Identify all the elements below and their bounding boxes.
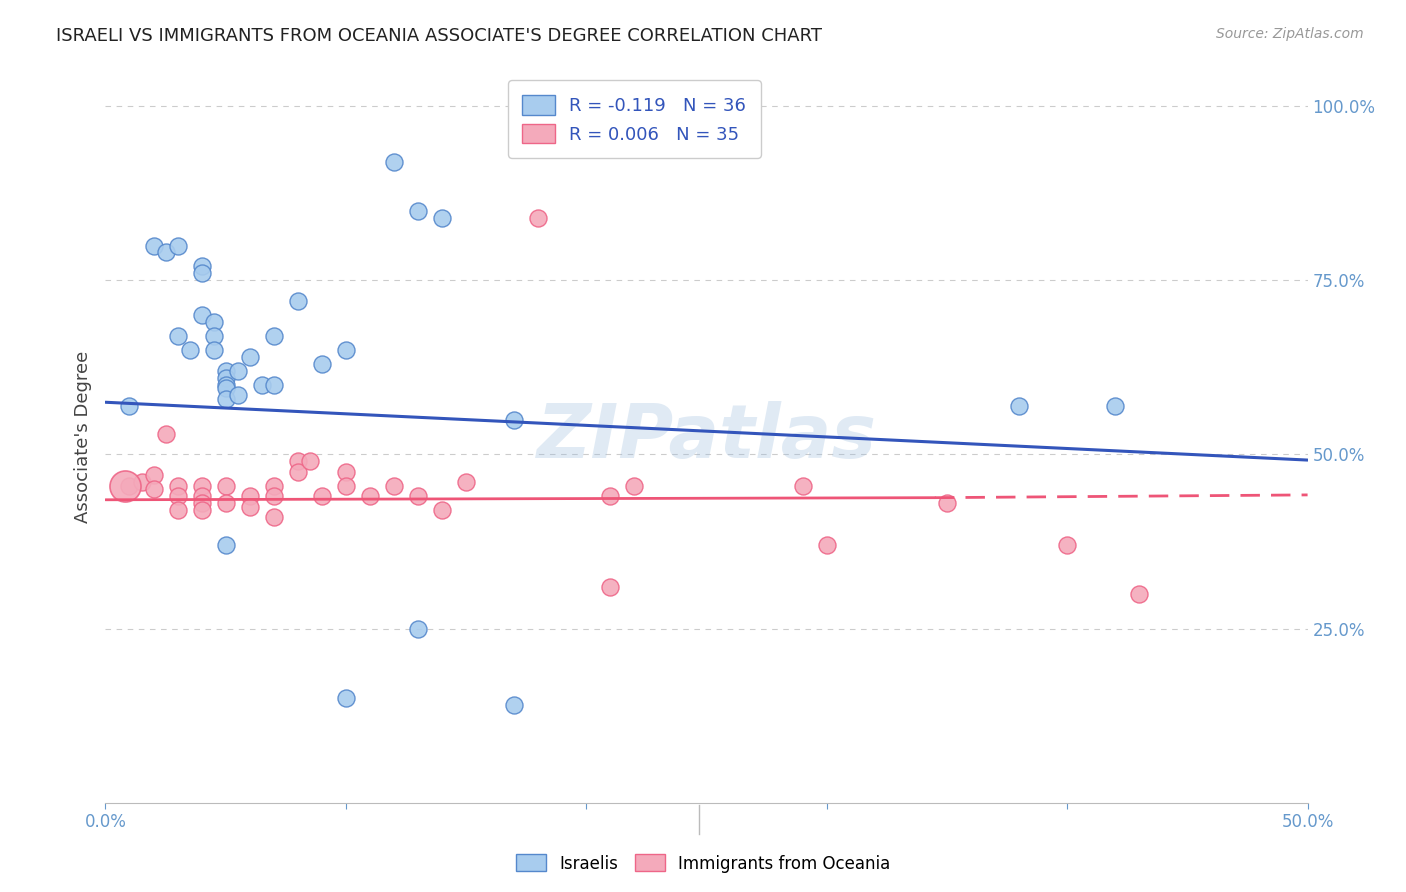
- Point: [239, 350, 262, 364]
- Point: [214, 479, 236, 493]
- Point: [287, 465, 309, 479]
- Point: [155, 426, 177, 441]
- Point: [214, 538, 236, 552]
- Point: [311, 489, 333, 503]
- Point: [202, 329, 225, 343]
- Point: [599, 580, 621, 594]
- Point: [936, 496, 959, 510]
- Point: [263, 479, 285, 493]
- Point: [155, 245, 177, 260]
- Point: [179, 343, 201, 357]
- Point: [287, 454, 309, 468]
- Text: Source: ZipAtlas.com: Source: ZipAtlas.com: [1216, 27, 1364, 41]
- Point: [166, 329, 188, 343]
- Point: [1128, 587, 1150, 601]
- Point: [142, 483, 165, 497]
- Text: ISRAELI VS IMMIGRANTS FROM OCEANIA ASSOCIATE'S DEGREE CORRELATION CHART: ISRAELI VS IMMIGRANTS FROM OCEANIA ASSOC…: [56, 27, 823, 45]
- Point: [166, 503, 188, 517]
- Point: [623, 479, 645, 493]
- Point: [792, 479, 814, 493]
- Point: [311, 357, 333, 371]
- Point: [406, 203, 429, 218]
- Legend: R = -0.119   N = 36, R = 0.006   N = 35: R = -0.119 N = 36, R = 0.006 N = 35: [508, 80, 761, 158]
- Point: [599, 489, 621, 503]
- Point: [1056, 538, 1078, 552]
- Point: [202, 343, 225, 357]
- Legend: Israelis, Immigrants from Oceania: Israelis, Immigrants from Oceania: [509, 847, 897, 880]
- Point: [190, 308, 212, 322]
- Point: [226, 364, 249, 378]
- Point: [166, 479, 188, 493]
- Point: [503, 698, 526, 713]
- Point: [214, 392, 236, 406]
- Point: [406, 489, 429, 503]
- Point: [214, 381, 236, 395]
- Point: [214, 377, 236, 392]
- Point: [503, 412, 526, 426]
- Y-axis label: Associate's Degree: Associate's Degree: [73, 351, 91, 524]
- Point: [430, 503, 453, 517]
- Point: [382, 479, 405, 493]
- Point: [250, 377, 273, 392]
- Point: [335, 343, 357, 357]
- Point: [815, 538, 838, 552]
- Point: [239, 500, 262, 514]
- Point: [263, 329, 285, 343]
- Point: [131, 475, 153, 490]
- Point: [335, 479, 357, 493]
- Point: [214, 371, 236, 385]
- Point: [202, 315, 225, 329]
- Point: [239, 489, 262, 503]
- Point: [287, 294, 309, 309]
- Point: [166, 489, 188, 503]
- Point: [190, 260, 212, 274]
- Point: [430, 211, 453, 225]
- Point: [335, 691, 357, 706]
- Point: [190, 489, 212, 503]
- Point: [406, 622, 429, 636]
- Point: [190, 496, 212, 510]
- Point: [142, 468, 165, 483]
- Point: [263, 489, 285, 503]
- Point: [118, 399, 141, 413]
- Point: [382, 155, 405, 169]
- Point: [214, 496, 236, 510]
- Point: [190, 266, 212, 280]
- Point: [226, 388, 249, 402]
- Point: [142, 238, 165, 252]
- Point: [1104, 399, 1126, 413]
- Point: [335, 465, 357, 479]
- Point: [214, 364, 236, 378]
- Point: [454, 475, 477, 490]
- Point: [298, 454, 321, 468]
- Text: ZIPatlas: ZIPatlas: [537, 401, 876, 474]
- Point: [1008, 399, 1031, 413]
- Point: [527, 211, 550, 225]
- Point: [359, 489, 381, 503]
- Point: [166, 238, 188, 252]
- Point: [118, 479, 141, 493]
- Point: [263, 377, 285, 392]
- Point: [190, 503, 212, 517]
- Point: [263, 510, 285, 524]
- Point: [114, 479, 136, 493]
- Point: [190, 479, 212, 493]
